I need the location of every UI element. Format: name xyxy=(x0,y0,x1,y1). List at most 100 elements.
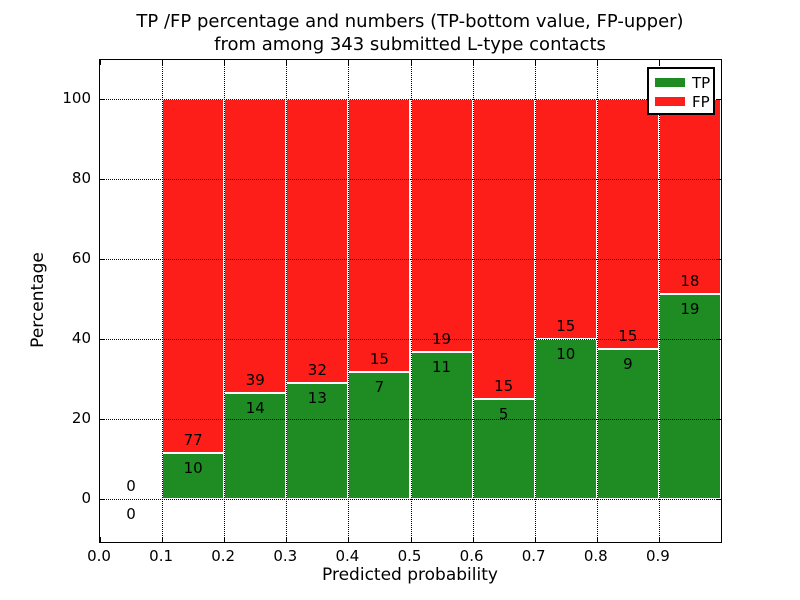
bar-count-label-tp: 0 xyxy=(126,505,136,523)
x-tick-mark-top xyxy=(286,60,288,65)
bar-count-label-fp: 0 xyxy=(126,477,136,495)
y-tick-mark xyxy=(100,259,105,260)
x-tick-mark-top xyxy=(100,60,101,65)
x-tick-mark xyxy=(410,537,412,542)
x-tick-mark xyxy=(100,537,101,542)
bar-segment-tp xyxy=(658,293,721,499)
y-tick-mark-right xyxy=(716,419,721,420)
y-tick-mark-right xyxy=(716,259,721,260)
bar-count-label-fp: 15 xyxy=(494,377,514,395)
y-tick-mark-right xyxy=(716,99,721,100)
y-tick-mark-right xyxy=(716,499,721,500)
bar-count-label-tp: 14 xyxy=(245,399,265,418)
bar-count-label-tp: 5 xyxy=(498,405,509,423)
gridline-vertical xyxy=(224,60,226,542)
x-tick-label: 0.7 xyxy=(521,547,546,565)
bar-segment-fp xyxy=(658,99,721,294)
x-tick-mark xyxy=(162,537,164,542)
bar-segment-fp xyxy=(224,99,287,394)
gridline-vertical xyxy=(596,60,598,542)
legend-swatch-fp xyxy=(655,97,685,106)
y-tick-mark-right xyxy=(716,179,721,180)
x-axis-label: Predicted probability xyxy=(322,565,498,585)
bar-segment-fp xyxy=(162,99,225,454)
bar-count-label-fp: 15 xyxy=(369,349,389,368)
y-tick-label: 80 xyxy=(71,169,91,187)
y-tick-label: 0 xyxy=(81,489,91,507)
bar-count-label-fp: 77 xyxy=(183,431,203,450)
y-tick-label: 60 xyxy=(71,249,91,267)
chart-title-line1: TP /FP percentage and numbers (TP-bottom… xyxy=(136,11,684,32)
chart-title-line2: from among 343 submitted L-type contacts xyxy=(214,34,606,55)
bar-segment-tp xyxy=(162,453,225,499)
gridline-vertical xyxy=(658,60,660,542)
y-tick-mark xyxy=(100,419,105,420)
gridline-vertical xyxy=(348,60,350,542)
bar-count-label-fp: 18 xyxy=(680,271,700,290)
legend-row: FP xyxy=(649,92,713,111)
bar-count-label-tp: 10 xyxy=(556,345,576,363)
x-tick-label: 0.3 xyxy=(273,547,298,565)
gridline-vertical xyxy=(410,60,412,542)
x-tick-label: 0.4 xyxy=(335,547,360,565)
x-tick-label: 0.6 xyxy=(459,547,484,565)
bar-count-label-tp: 13 xyxy=(307,389,327,408)
x-tick-mark-top xyxy=(410,60,412,65)
bar-segment-tp xyxy=(472,399,535,499)
bar-count-label-fp: 19 xyxy=(432,330,452,349)
x-tick-mark-top xyxy=(534,60,536,65)
bar-segment-fp xyxy=(472,99,535,399)
bar-segment-fp xyxy=(348,99,411,372)
x-tick-mark-top xyxy=(658,60,660,65)
bar-segment-tp xyxy=(348,371,411,499)
y-tick-mark-right xyxy=(716,339,721,340)
bar-segment-fp xyxy=(534,99,597,339)
x-tick-label: 0.5 xyxy=(397,547,422,565)
legend-swatch-tp xyxy=(655,78,685,87)
gridline-vertical xyxy=(534,60,536,542)
y-tick-label: 100 xyxy=(62,89,91,107)
gridline-vertical xyxy=(162,60,164,542)
bar-segment-fp xyxy=(410,99,473,353)
bar-count-label-tp: 9 xyxy=(623,355,633,373)
bar-count-label-tp: 19 xyxy=(680,299,700,318)
plot-area: TP FP 0 0 77 10 39 14 32 13 15 7 19 11 15 5 15 10 15 9 18 19 xyxy=(99,59,722,543)
x-tick-mark xyxy=(472,537,474,542)
y-tick-label: 40 xyxy=(71,329,91,347)
legend-label-tp: TP xyxy=(692,73,711,92)
x-tick-mark-top xyxy=(596,60,598,65)
bar-count-label-fp: 39 xyxy=(245,371,265,390)
x-tick-mark xyxy=(224,537,226,542)
legend-row: TP xyxy=(649,73,713,92)
legend: TP FP xyxy=(647,67,715,115)
legend-label-fp: FP xyxy=(692,92,710,111)
bar-count-label-tp: 10 xyxy=(183,459,203,478)
y-tick-mark xyxy=(100,339,105,340)
bar-segment-fp xyxy=(596,99,659,349)
bar-count-label-fp: 15 xyxy=(556,317,576,335)
bar-count-label-tp: 7 xyxy=(374,377,385,396)
bar-segment-tp xyxy=(224,393,287,499)
x-tick-mark-top xyxy=(472,60,474,65)
y-tick-label: 20 xyxy=(71,409,91,427)
x-tick-mark xyxy=(348,537,350,542)
y-tick-mark xyxy=(100,179,105,180)
x-tick-mark xyxy=(534,537,536,542)
x-tick-mark-top xyxy=(224,60,226,65)
gridline-vertical xyxy=(472,60,474,542)
x-tick-mark-top xyxy=(348,60,350,65)
x-tick-mark-top xyxy=(162,60,164,65)
x-tick-mark xyxy=(286,537,288,542)
y-tick-mark xyxy=(100,499,105,500)
chart-title: TP /FP percentage and numbers (TP-bottom… xyxy=(0,10,800,56)
x-tick-label: 0.8 xyxy=(583,547,608,565)
x-tick-mark xyxy=(596,537,598,542)
x-tick-label: 0.0 xyxy=(87,547,111,565)
x-tick-mark xyxy=(658,537,660,542)
x-tick-label: 0.9 xyxy=(645,547,670,565)
bar-count-label-tp: 11 xyxy=(432,358,452,377)
y-tick-mark xyxy=(100,99,105,100)
bar-count-label-fp: 32 xyxy=(307,361,327,380)
gridline-vertical xyxy=(286,60,288,542)
